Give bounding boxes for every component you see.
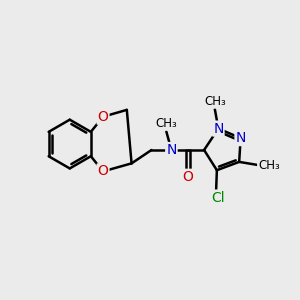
Text: CH₃: CH₃ — [258, 159, 280, 172]
Text: CH₃: CH₃ — [155, 117, 177, 130]
Text: N: N — [213, 122, 224, 136]
Text: O: O — [183, 170, 194, 184]
Text: N: N — [236, 131, 246, 145]
Text: Cl: Cl — [212, 190, 225, 205]
Text: O: O — [98, 164, 109, 178]
Text: CH₃: CH₃ — [204, 95, 226, 108]
Text: N: N — [166, 143, 177, 157]
Text: O: O — [98, 110, 109, 124]
